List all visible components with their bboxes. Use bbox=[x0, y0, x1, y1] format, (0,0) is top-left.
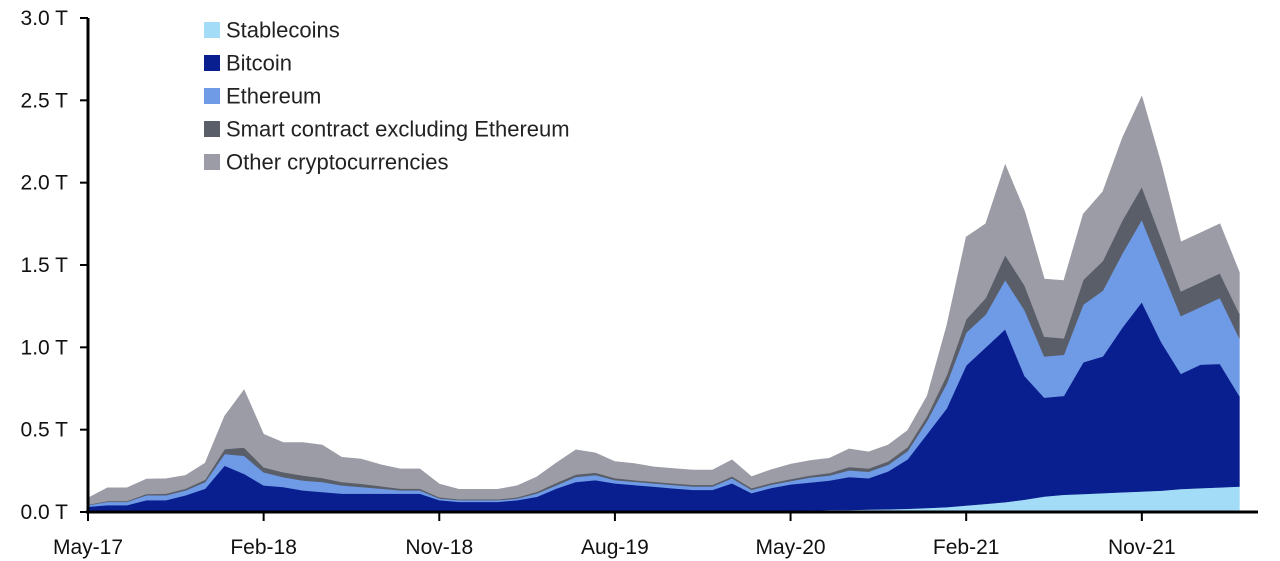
x-ticks-group: May-17 Feb-18 Nov-18 Aug-19 May-20 Feb-21 Nov-… bbox=[53, 512, 1176, 559]
legend-label-smart-contract-excluding-ethereum: Smart contract excluding Ethereum bbox=[226, 117, 570, 142]
y-tick-label: 0.5 T bbox=[21, 419, 69, 442]
legend-swatch-other-cryptocurrencies bbox=[204, 154, 220, 170]
area-other-cryptocurrencies bbox=[87, 95, 1240, 505]
x-tick-label: Aug-19 bbox=[581, 536, 649, 559]
x-tick-label: Feb-18 bbox=[230, 536, 297, 559]
legend-label-ethereum: Ethereum bbox=[226, 84, 321, 109]
x-tick-label: May-17 bbox=[53, 536, 123, 559]
y-tick-label: 1.0 T bbox=[21, 336, 69, 359]
legend-swatch-smart-contract-excluding-ethereum bbox=[204, 121, 220, 137]
legend-label-other-cryptocurrencies: Other cryptocurrencies bbox=[226, 150, 449, 175]
y-tick-label: 2.5 T bbox=[21, 89, 69, 112]
x-tick-label: Nov-21 bbox=[1108, 536, 1176, 559]
y-tick-label: 1.5 T bbox=[21, 254, 69, 277]
legend-swatch-stablecoins bbox=[204, 22, 220, 38]
y-tick-label: 0.0 T bbox=[21, 501, 69, 524]
legend-swatch-bitcoin bbox=[204, 55, 220, 71]
y-ticks-group: 0.0 T 0.5 T 1.0 T 1.5 T 2.0 T 2.5 T 3.0 T bbox=[21, 7, 88, 524]
legend-swatch-ethereum bbox=[204, 88, 220, 104]
x-tick-label: Nov-18 bbox=[405, 536, 473, 559]
y-tick-label: 2.0 T bbox=[21, 172, 69, 195]
legend-label-bitcoin: Bitcoin bbox=[226, 51, 292, 76]
y-tick-label: 3.0 T bbox=[21, 7, 69, 30]
x-tick-label: May-20 bbox=[756, 536, 826, 559]
x-tick-label: Feb-21 bbox=[933, 536, 1000, 559]
legend: Stablecoins Bitcoin Ethereum Smart contract… bbox=[204, 18, 570, 175]
legend-label-stablecoins: Stablecoins bbox=[226, 18, 340, 43]
